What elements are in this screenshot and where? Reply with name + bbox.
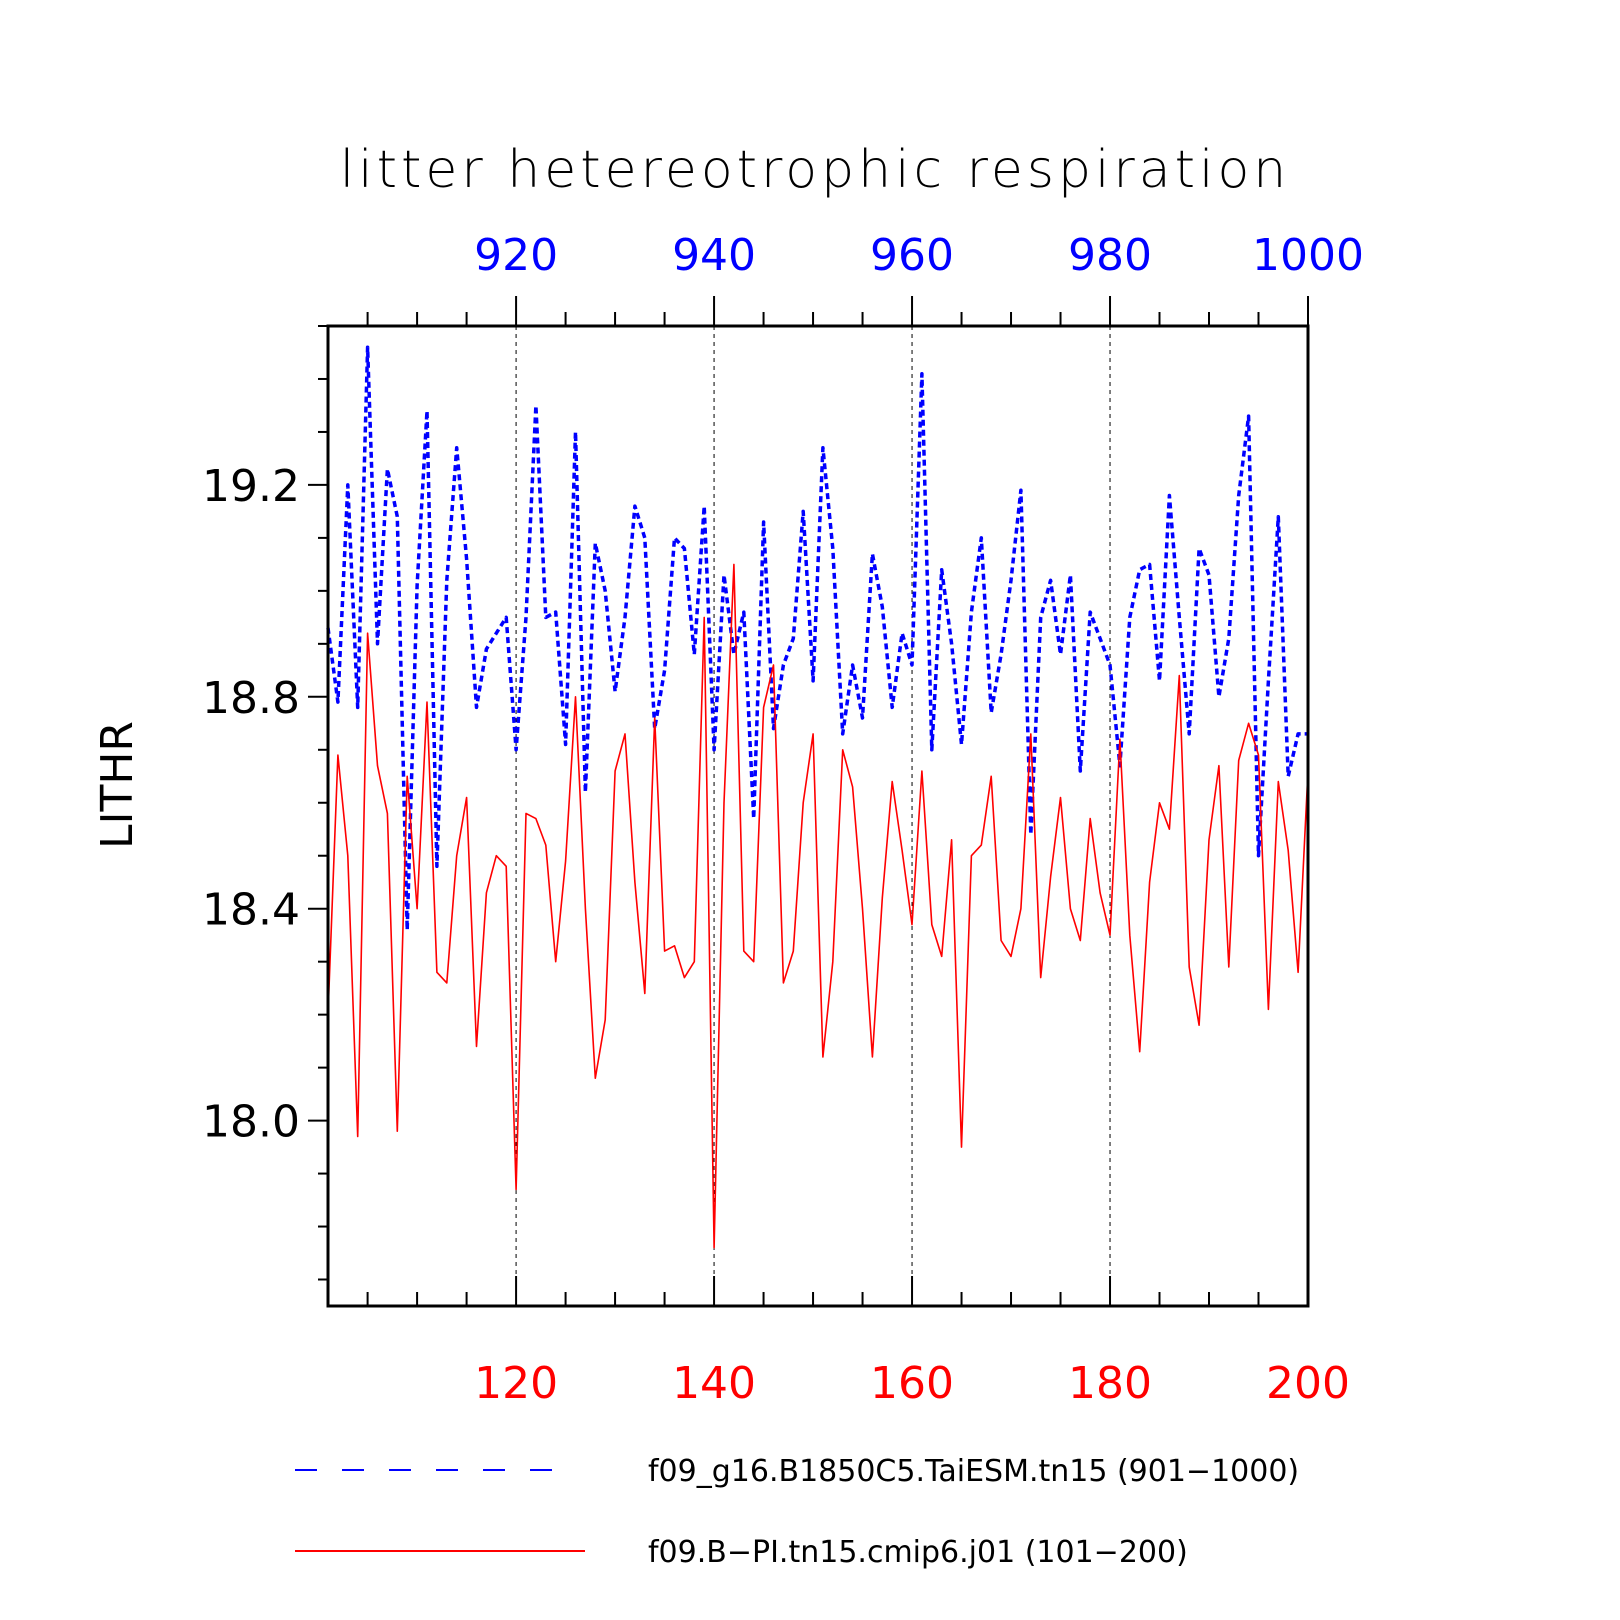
y-tick-label: 19.2	[202, 461, 300, 512]
legend-label-blue: f09_g16.B1850C5.TaiESM.tn15 (901−1000)	[648, 1454, 1299, 1489]
y-tick-label: 18.4	[202, 885, 300, 936]
x-top-tick-label: 940	[672, 230, 756, 281]
series-line-blue-dashed	[326, 345, 1308, 932]
x-bottom-tick-label: 160	[870, 1358, 954, 1409]
x-bottom-tick-label: 140	[672, 1358, 756, 1409]
x-top-tick-label: 960	[870, 230, 954, 281]
plot-frame	[326, 324, 1310, 1308]
legend-label-red: f09.B−PI.tn15.cmip6.j01 (101−200)	[648, 1535, 1188, 1570]
y-tick-label: 18.8	[202, 673, 300, 724]
x-bottom-tick-label: 180	[1068, 1358, 1152, 1409]
x-top-tick-label: 980	[1068, 230, 1152, 281]
y-axis-label: LITHR	[92, 721, 143, 849]
series-lines	[326, 345, 1309, 1249]
tick-labels: 120 140 160 180 200 920 940 960 980 1000 18.0 18.4 1…	[202, 230, 1364, 1409]
y-tick-label: 18.0	[202, 1097, 300, 1148]
legend: f09_g16.B1850C5.TaiESM.tn15 (901−1000) f…	[295, 1454, 1299, 1570]
x-top-tick-label: 1000	[1252, 230, 1364, 281]
x-bottom-tick-label: 120	[474, 1358, 558, 1409]
axis-ticks	[308, 296, 1309, 1306]
chart-title: litter hetereotrophic respiration	[340, 140, 1291, 200]
x-top-tick-label: 920	[474, 230, 558, 281]
series-line-red-solid	[327, 563, 1309, 1249]
grid-lines	[515, 326, 1111, 1306]
x-bottom-tick-label: 200	[1266, 1358, 1350, 1409]
